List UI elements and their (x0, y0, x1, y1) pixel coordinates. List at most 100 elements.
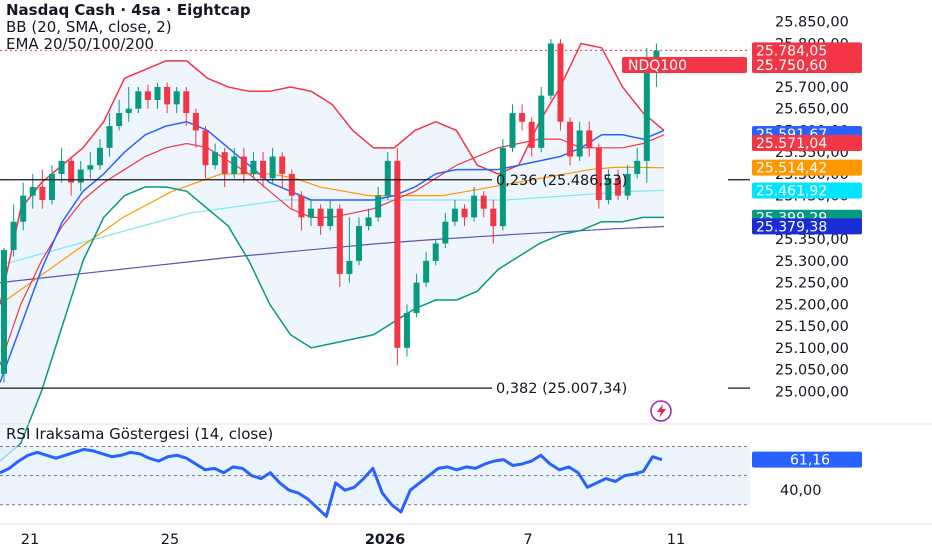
candle-body[interactable] (567, 121, 574, 157)
y-tick-label: 25.100,00 (775, 341, 849, 357)
candle-body[interactable] (298, 195, 305, 218)
candle-body[interactable] (643, 65, 650, 161)
fib-label: 0,236 (25.486,53) (496, 173, 627, 189)
candle-body[interactable] (116, 113, 123, 127)
candle-body[interactable] (269, 156, 276, 179)
candle-body[interactable] (250, 160, 257, 174)
candle-body[interactable] (260, 160, 267, 179)
candle-body[interactable] (423, 260, 430, 283)
candle-body[interactable] (538, 95, 545, 148)
price-tag[interactable] (752, 56, 862, 73)
candle-body[interactable] (442, 221, 449, 244)
candle-body[interactable] (231, 156, 238, 174)
symbol-title[interactable]: Nasdaq Cash · 4sa · Eightcap (6, 1, 251, 19)
candle-body[interactable] (471, 195, 478, 218)
candle-body[interactable] (547, 43, 554, 96)
price-tag[interactable] (752, 218, 862, 235)
candle-body[interactable] (87, 165, 94, 170)
rsi-line[interactable] (0, 447, 663, 518)
candle-body[interactable] (308, 208, 315, 218)
candle-body[interactable] (451, 208, 458, 222)
candle-body[interactable] (595, 147, 602, 200)
candle-body[interactable] (68, 160, 75, 183)
candle-body[interactable] (509, 113, 516, 148)
rsi-level-label: 40,00 (780, 483, 822, 499)
candle-body[interactable] (576, 130, 583, 157)
price-tag[interactable] (752, 182, 862, 199)
candle-body[interactable] (144, 91, 151, 100)
candle-body[interactable] (164, 86, 171, 105)
candle-body[interactable] (279, 156, 286, 174)
chart-legend: Nasdaq Cash · 4sa · Eightcap BB (20, SMA… (6, 2, 251, 53)
candle-body[interactable] (499, 147, 506, 227)
rsi-indicator-label[interactable]: RSI Iraksama Göstergesi (14, close) (6, 425, 274, 443)
bb-fill (0, 43, 664, 461)
candle-body[interactable] (624, 173, 631, 196)
candle-body[interactable] (192, 113, 199, 131)
rsi-value-tag[interactable] (752, 451, 862, 468)
rsi-value-text: 61,16 (790, 453, 830, 469)
x-tick-label: 21 (21, 532, 39, 548)
y-tick-label: 25.850,00 (775, 15, 849, 31)
candle-body[interactable] (20, 195, 27, 222)
y-tick-label: 25.650,00 (775, 102, 849, 118)
candle-body[interactable] (384, 160, 391, 196)
x-tick-label: 11 (667, 532, 685, 548)
price-tag[interactable] (752, 42, 862, 59)
price-tag-value: 25.461,92 (756, 183, 827, 199)
candle-body[interactable] (29, 186, 36, 196)
x-tick-label: 7 (523, 532, 532, 548)
candle-body[interactable] (125, 108, 132, 114)
candle-body[interactable] (1, 250, 7, 374)
candle-body[interactable] (346, 260, 353, 274)
candle-body[interactable] (183, 91, 190, 114)
candle-body[interactable] (240, 156, 247, 174)
candle-body[interactable] (96, 147, 103, 166)
candle-body[interactable] (432, 243, 439, 261)
candle-body[interactable] (202, 130, 209, 166)
price-tag-value: 25.750,60 (756, 58, 827, 74)
candle-body[interactable] (528, 121, 535, 148)
bb-indicator-label[interactable]: BB (20, SMA, close, 2) (6, 18, 172, 36)
candle-body[interactable] (365, 217, 372, 227)
candle-body[interactable] (336, 208, 343, 274)
candle-body[interactable] (461, 208, 468, 218)
candle-body[interactable] (375, 195, 382, 218)
candle-body[interactable] (10, 221, 17, 250)
candle-body[interactable] (355, 226, 362, 261)
bb-basis-line (0, 120, 665, 383)
candle-body[interactable] (288, 173, 295, 196)
candle-body[interactable] (557, 43, 564, 122)
candle-body[interactable] (519, 113, 526, 122)
candle-body[interactable] (615, 178, 622, 196)
candle-body[interactable] (58, 160, 65, 174)
candle-body[interactable] (403, 313, 410, 348)
candle-body[interactable] (413, 282, 420, 314)
candle-body[interactable] (480, 195, 487, 209)
candle-body[interactable] (106, 126, 113, 148)
candle-body[interactable] (221, 152, 228, 174)
y-tick-label: 25.000,00 (775, 384, 849, 400)
candle-body[interactable] (48, 173, 55, 200)
ema-indicator-label[interactable]: EMA 20/50/100/200 (6, 35, 155, 53)
candle-body[interactable] (394, 160, 401, 348)
candle-body[interactable] (634, 160, 641, 174)
y-tick-label: 25.050,00 (775, 363, 849, 379)
candle-body[interactable] (317, 208, 324, 227)
candle-body[interactable] (586, 130, 593, 148)
candle-body[interactable] (490, 208, 497, 227)
candle-body[interactable] (135, 91, 142, 109)
price-tag[interactable] (752, 135, 862, 152)
candle-body[interactable] (212, 152, 219, 166)
candle-body[interactable] (605, 178, 612, 200)
candle-body[interactable] (39, 186, 46, 200)
symbol-tag[interactable] (622, 56, 747, 73)
symbol-tag-label: NDQ100 (628, 58, 687, 74)
candle-body[interactable] (77, 169, 84, 183)
candle-body[interactable] (173, 91, 180, 105)
price-tag[interactable] (752, 159, 862, 176)
candle-body[interactable] (327, 208, 334, 227)
ema200-line (0, 225, 665, 284)
candle-body[interactable] (154, 86, 161, 100)
